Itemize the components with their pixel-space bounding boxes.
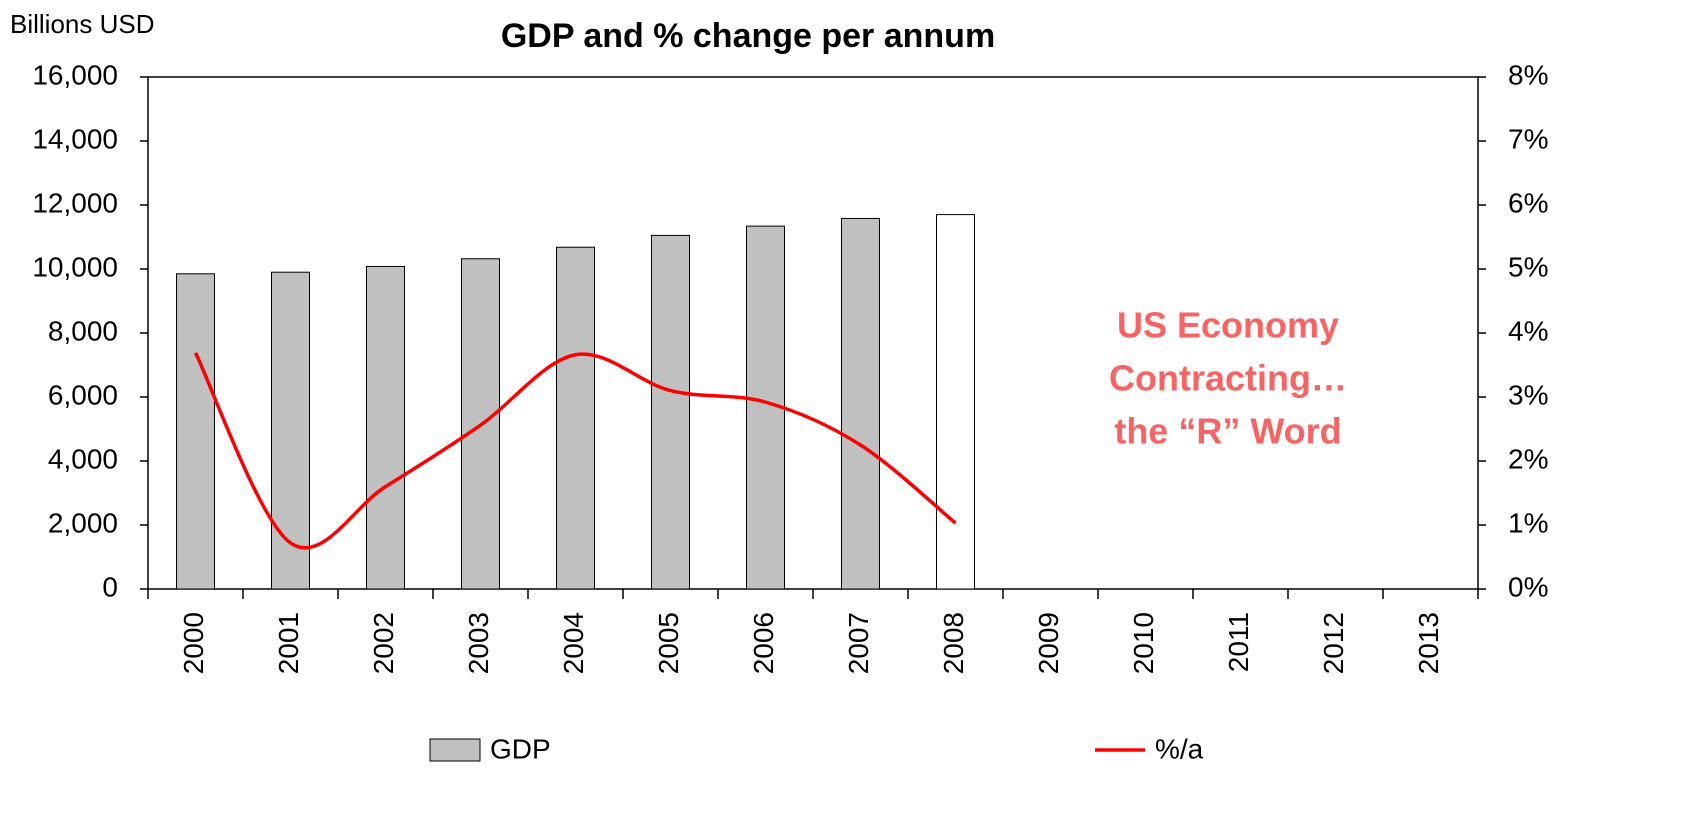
- annotation: the “R” Word: [1114, 411, 1341, 452]
- bar: [366, 265, 405, 590]
- x-tick-label: 2011: [1223, 612, 1254, 672]
- y-tick-label: 12,000: [32, 187, 118, 218]
- y-tick-label: 2,000: [48, 507, 118, 538]
- annotation: US Economy: [1117, 305, 1339, 346]
- y2-tick-label: 0%: [1508, 571, 1548, 602]
- x-tick-label: 2012: [1318, 612, 1349, 674]
- bar: [936, 214, 975, 590]
- x-tick-label: 2003: [463, 612, 494, 674]
- x-tick-label: 2006: [748, 612, 779, 674]
- legend-label: GDP: [490, 733, 551, 764]
- x-tick-label: 2013: [1413, 612, 1444, 674]
- bar: [556, 246, 595, 590]
- chart-title: GDP and % change per annum: [501, 17, 995, 55]
- x-tick-label: 2005: [653, 612, 684, 674]
- y-tick-label: 4,000: [48, 443, 118, 474]
- y2-tick-label: 3%: [1508, 379, 1548, 410]
- bar: [651, 234, 690, 590]
- y-tick-label: 6,000: [48, 379, 118, 410]
- bar: [176, 273, 215, 590]
- y-tick-label: 8,000: [48, 315, 118, 346]
- legend-swatch: [429, 738, 481, 762]
- x-tick-label: 2001: [273, 612, 304, 674]
- y2-tick-label: 5%: [1508, 251, 1548, 282]
- line: [193, 352, 957, 550]
- bar: [841, 217, 880, 590]
- y2-tick-label: 1%: [1508, 507, 1548, 538]
- x-tick-label: 2007: [843, 612, 874, 674]
- x-tick-label: 2009: [1033, 612, 1064, 674]
- x-tick-label: 2008: [938, 612, 969, 674]
- y-tick-label: 10,000: [32, 251, 118, 282]
- y-axis-label: Billions USD: [10, 9, 155, 39]
- y2-tick-label: 7%: [1508, 123, 1548, 154]
- y2-tick-label: 2%: [1508, 443, 1548, 474]
- x-tick-label: 2000: [178, 612, 209, 674]
- x-tick-label: 2004: [558, 612, 589, 674]
- bar: [271, 271, 310, 590]
- x-tick-label: 2010: [1128, 612, 1159, 674]
- y2-tick-label: 8%: [1508, 59, 1548, 90]
- annotation: Contracting…: [1109, 358, 1347, 399]
- y-tick-label: 16,000: [32, 59, 118, 90]
- y-tick-label: 0: [102, 571, 118, 602]
- y2-tick-label: 4%: [1508, 315, 1548, 346]
- x-tick-label: 2002: [368, 612, 399, 674]
- y2-tick-label: 6%: [1508, 187, 1548, 218]
- legend-label: %/a: [1155, 733, 1204, 764]
- y-tick-label: 14,000: [32, 123, 118, 154]
